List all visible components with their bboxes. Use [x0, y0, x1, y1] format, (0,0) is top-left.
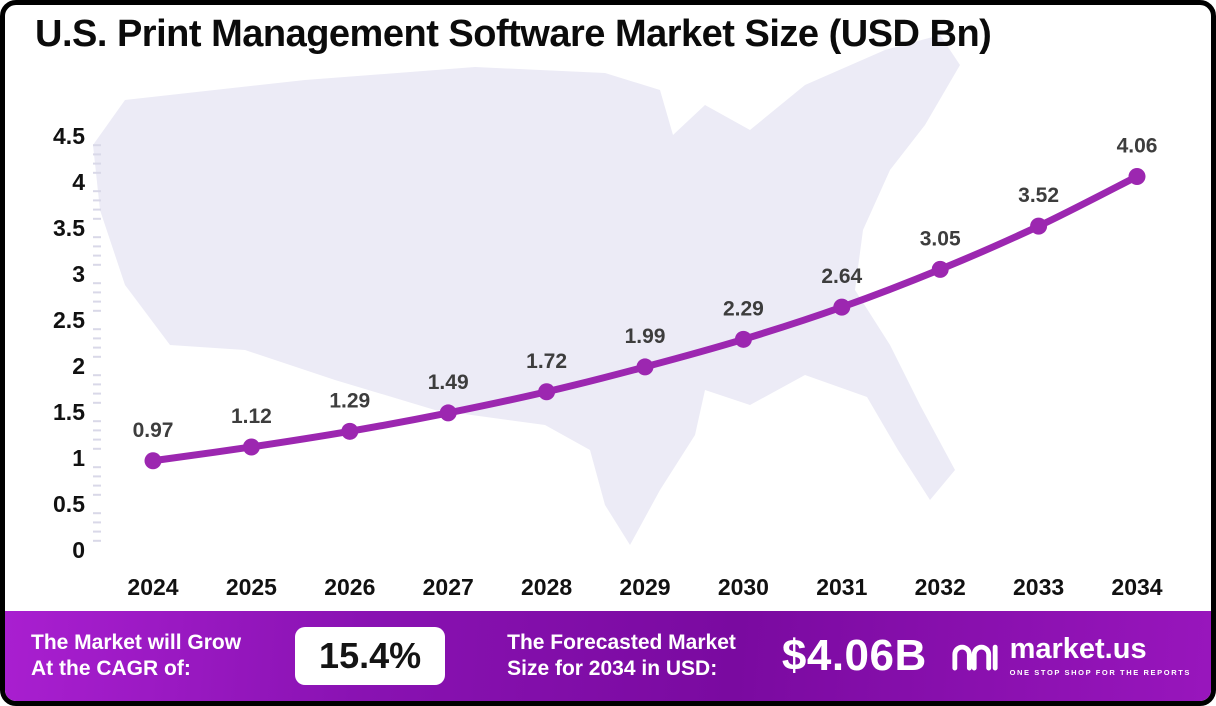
brand-name: market.us [1009, 633, 1147, 665]
brand-text: market.us ONE STOP SHOP FOR THE REPORTS [1009, 633, 1191, 678]
svg-text:2024: 2024 [127, 574, 178, 600]
svg-text:3: 3 [72, 261, 85, 287]
svg-text:2026: 2026 [324, 574, 375, 600]
svg-text:1.49: 1.49 [428, 371, 469, 394]
line-chart: 00.511.522.533.544.5 2024 2025 2026 2027 202… [53, 35, 1163, 600]
svg-text:4: 4 [72, 169, 85, 195]
y-axis-minor-ticks [93, 144, 101, 542]
svg-text:3.52: 3.52 [1018, 184, 1059, 207]
footer-banner: The Market will Grow At the CAGR of: 15.… [5, 611, 1211, 701]
svg-text:3.05: 3.05 [920, 227, 961, 250]
svg-text:4.5: 4.5 [53, 123, 85, 149]
svg-text:3.5: 3.5 [53, 215, 85, 241]
svg-text:0.5: 0.5 [53, 491, 85, 517]
svg-text:0.97: 0.97 [133, 419, 174, 442]
svg-text:2028: 2028 [521, 574, 572, 600]
forecast-value: $4.06B [781, 631, 927, 680]
chart-title: U.S. Print Management Software Market Si… [35, 13, 992, 55]
data-labels: 0.97 1.12 1.29 1.49 1.72 1.99 2.29 2.64 3.05 3.52… [133, 134, 1158, 441]
svg-text:1: 1 [72, 445, 85, 471]
us-map-silhouette [93, 35, 960, 545]
svg-text:2033: 2033 [1013, 574, 1064, 600]
svg-text:2.64: 2.64 [821, 265, 862, 288]
cagr-value-badge: 15.4% [295, 627, 446, 685]
cagr-label: The Market will Grow At the CAGR of: [31, 630, 242, 680]
svg-text:2.5: 2.5 [53, 307, 85, 333]
svg-text:2025: 2025 [226, 574, 277, 600]
market-us-logo-icon [951, 644, 998, 671]
svg-text:2: 2 [72, 353, 85, 379]
svg-text:1.99: 1.99 [625, 325, 666, 348]
svg-text:1.29: 1.29 [329, 389, 370, 412]
svg-text:1.72: 1.72 [526, 350, 567, 373]
svg-text:2027: 2027 [423, 574, 474, 600]
svg-text:2030: 2030 [718, 574, 769, 600]
y-axis-labels: 0 0.5 1 1.5 2 2.5 3 3.5 4 4.5 [53, 123, 85, 563]
x-axis-labels: 2024 2025 2026 2027 2028 2029 2030 2031 2032 2033… [127, 574, 1162, 600]
data-point-markers [144, 167, 1146, 470]
brand-tagline: ONE STOP SHOP FOR THE REPORTS [1009, 668, 1191, 677]
svg-text:1.12: 1.12 [231, 405, 272, 428]
svg-text:2029: 2029 [619, 574, 670, 600]
svg-text:1.5: 1.5 [53, 399, 85, 425]
svg-text:0: 0 [72, 537, 85, 563]
svg-text:2031: 2031 [816, 574, 867, 600]
svg-text:2034: 2034 [1111, 574, 1162, 600]
svg-text:2032: 2032 [915, 574, 966, 600]
svg-text:4.06: 4.06 [1117, 134, 1158, 157]
forecast-label: The Forecasted Market Size for 2034 in U… [507, 630, 736, 680]
brand-logo: market.us ONE STOP SHOP FOR THE REPORTS [950, 635, 1191, 677]
svg-text:2.29: 2.29 [723, 297, 764, 320]
chart-area: 0 0.5 1 1.5 2 2.5 3 3.5 4 4.5 2024 2025 2026 2027 202… [5, 5, 1211, 621]
